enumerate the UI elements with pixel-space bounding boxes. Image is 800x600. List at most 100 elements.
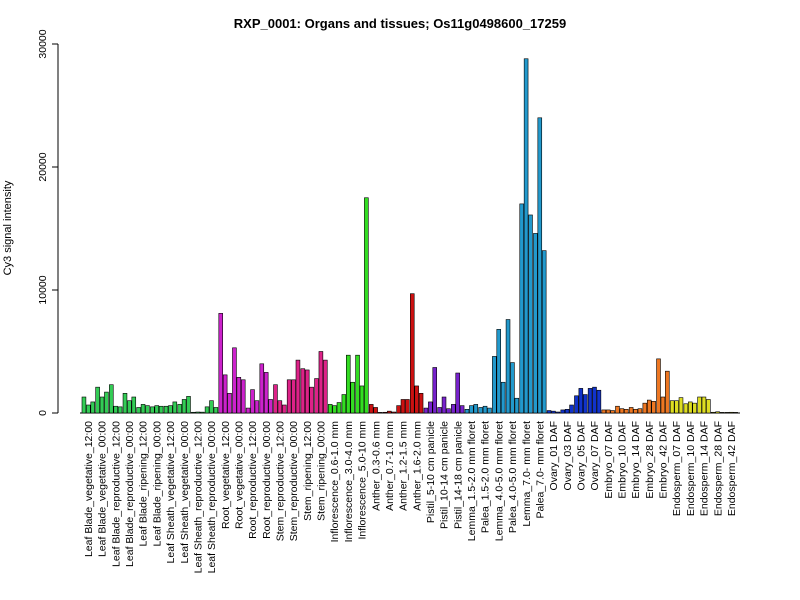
bar	[396, 405, 401, 414]
bar	[350, 381, 355, 414]
bar	[437, 407, 442, 414]
bar	[163, 405, 169, 414]
bar	[382, 411, 388, 414]
bar	[168, 405, 173, 414]
bar	[136, 407, 141, 414]
bar	[309, 386, 314, 414]
bar	[318, 351, 324, 414]
bar	[268, 399, 273, 414]
bar	[459, 405, 465, 414]
x-category-label: Inflorescence_0.6-1.0 mm	[329, 421, 341, 543]
bar	[213, 407, 219, 414]
x-category-label: Palea_1.5-2.0 mm floret	[480, 421, 492, 533]
bar	[410, 293, 415, 414]
y-axis-label: Cy3 signal intensity	[2, 180, 14, 275]
bar	[569, 404, 574, 414]
bar	[560, 409, 565, 414]
bar	[510, 362, 515, 414]
x-category-label: Lemma_4.0-5.0 mm floret	[493, 421, 505, 541]
bar	[478, 407, 483, 414]
bar	[482, 405, 488, 414]
bar	[428, 401, 433, 414]
bar	[341, 394, 347, 414]
x-category-label: Anther_1.2-1.5 mm	[398, 421, 410, 511]
bar	[414, 385, 419, 414]
x-category-label: Endosperm_42 DAF	[726, 421, 738, 516]
y-tick-label: 20000	[37, 152, 49, 181]
bar	[373, 407, 378, 414]
bar	[240, 379, 246, 414]
bar	[158, 405, 164, 414]
bar	[95, 386, 100, 414]
bar	[455, 372, 460, 414]
bar	[692, 402, 697, 414]
bar	[81, 396, 87, 414]
x-category-label: Stem_reproductive_00:00	[288, 421, 300, 541]
bars-layer	[81, 58, 738, 414]
bar	[154, 405, 160, 414]
bar	[500, 381, 506, 414]
bar	[336, 402, 342, 414]
bar	[300, 368, 306, 414]
bar	[423, 407, 429, 414]
x-category-label: Leaf Blade_reproductive_12:00	[110, 421, 122, 567]
bar	[387, 410, 392, 414]
x-category-label: Leaf Blade_vegetative_12:00	[83, 421, 95, 557]
chart-title: RXP_0001: Organs and tissues; Os11g04986…	[234, 16, 566, 31]
bar	[355, 354, 360, 414]
bar	[286, 379, 292, 414]
bar	[209, 400, 214, 414]
y-tick-label: 10000	[37, 275, 49, 304]
bar	[564, 409, 570, 414]
x-category-label: Ovary_05 DAF	[575, 421, 587, 490]
bar	[605, 409, 611, 414]
bar	[236, 377, 242, 414]
x-category-label: Endosperm_10 DAF	[685, 421, 697, 516]
bar	[131, 396, 137, 414]
bar	[710, 411, 716, 414]
bar	[218, 313, 224, 414]
bar	[492, 356, 497, 414]
bar	[418, 393, 424, 414]
bar	[122, 393, 128, 414]
bar	[551, 410, 556, 414]
bar	[546, 410, 552, 414]
x-category-label: Anther_0.3-0.6 mm	[370, 421, 382, 511]
x-category-label: Endosperm_14 DAF	[699, 421, 711, 516]
bar	[177, 404, 182, 414]
x-category-label: Root_reproductive_00:00	[261, 421, 273, 539]
bar	[199, 411, 205, 414]
x-category-label: Root_reproductive_12:00	[247, 421, 259, 539]
bar	[204, 406, 210, 414]
bar	[172, 401, 178, 414]
bar	[104, 391, 109, 414]
bar	[346, 354, 351, 414]
bar	[327, 404, 333, 414]
bar	[405, 399, 410, 414]
x-category-label: Leaf Blade_vegetative_00:00	[97, 421, 109, 557]
bar	[282, 404, 287, 414]
bar	[86, 404, 91, 414]
bar	[181, 399, 187, 414]
x-category-label: Stem_reproductive_12:00	[275, 421, 287, 541]
bar	[195, 411, 201, 414]
x-category-label: Lemma_1.5-2.0 mm floret	[466, 421, 478, 541]
x-category-label: Inflorescence_3.0-4.0 mm	[343, 421, 355, 543]
category-labels: Leaf Blade_vegetative_12:00 Leaf Blade_ve…	[83, 421, 738, 574]
x-category-label: Ovary_07 DAF	[589, 421, 601, 490]
bar	[127, 400, 132, 414]
x-category-label: Root_vegetative_00:00	[233, 421, 245, 529]
bar	[601, 409, 607, 414]
bar	[323, 359, 328, 414]
bar	[646, 399, 652, 414]
x-category-label: Stem_ripening_00:00	[316, 421, 328, 521]
bar	[109, 384, 114, 414]
x-category-label: Palea_4.0-5.0 mm floret	[507, 421, 519, 533]
bar	[528, 214, 533, 414]
x-category-label: Leaf Sheath_reproductive_12:00	[192, 421, 204, 574]
bar	[117, 406, 123, 414]
bar	[678, 397, 684, 414]
bar	[541, 250, 547, 414]
x-category-label: Embryo_14 DAF	[630, 421, 642, 499]
bar	[314, 378, 319, 414]
